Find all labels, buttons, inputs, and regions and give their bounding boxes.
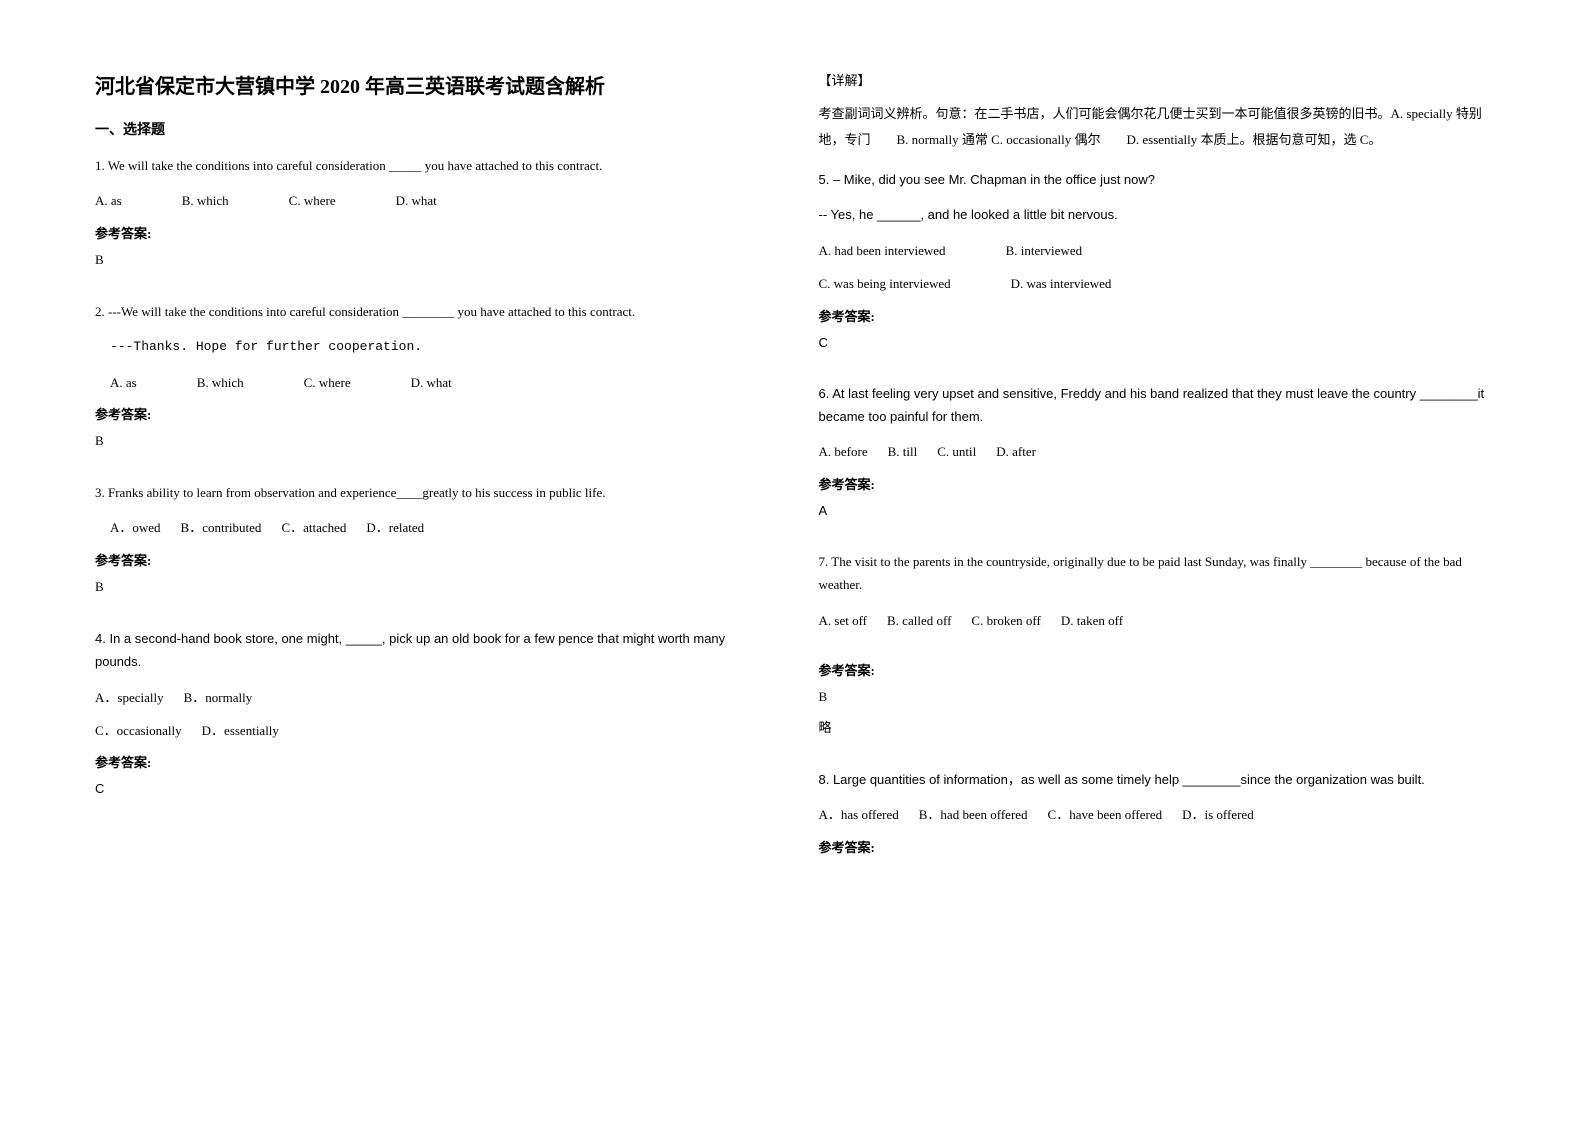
- option-b: B. called off: [887, 609, 951, 632]
- option-a: A. before: [819, 440, 868, 463]
- options-row: A．owed B．contributed C．attached D．relate…: [95, 516, 769, 539]
- left-column: 河北省保定市大营镇中学 2020 年高三英语联考试题含解析 一、选择题 1. W…: [95, 70, 769, 1052]
- answer-label: 参考答案:: [819, 837, 1493, 856]
- answer-value: B: [95, 433, 769, 449]
- options-row-2: C. was being interviewed D. was intervie…: [819, 272, 1493, 295]
- option-d: D．essentially: [202, 719, 279, 742]
- option-c: C．attached: [281, 516, 346, 539]
- option-d: D. after: [996, 440, 1036, 463]
- option-c: C. until: [937, 440, 976, 463]
- options-row: A. set off B. called off C. broken off D…: [819, 609, 1493, 632]
- option-c: C. where: [289, 189, 336, 212]
- question-2: 2. ---We will take the conditions into c…: [95, 300, 769, 461]
- question-3: 3. Franks ability to learn from observat…: [95, 481, 769, 607]
- option-d: D．is offered: [1182, 803, 1254, 826]
- answer-value: C: [95, 781, 769, 796]
- option-d: D. was interviewed: [1011, 272, 1112, 295]
- answer-value: B: [95, 579, 769, 595]
- answer-value: B: [95, 252, 769, 268]
- option-c: C. where: [304, 371, 351, 394]
- option-d: D. taken off: [1061, 609, 1123, 632]
- option-d: D．related: [366, 516, 424, 539]
- option-c: C. broken off: [971, 609, 1040, 632]
- option-c: C．have been offered: [1048, 803, 1163, 826]
- options-row: A. before B. till C. until D. after: [819, 440, 1493, 463]
- option-b: B. which: [182, 189, 229, 212]
- option-a: A．has offered: [819, 803, 899, 826]
- answer-label: 参考答案:: [95, 550, 769, 569]
- question-text: 5. – Mike, did you see Mr. Chapman in th…: [819, 168, 1493, 191]
- option-a: A．owed: [110, 516, 161, 539]
- answer-value: A: [819, 503, 1493, 518]
- option-a: A. had been interviewed: [819, 239, 946, 262]
- answer-label: 参考答案:: [819, 306, 1493, 325]
- option-d: D. what: [396, 189, 437, 212]
- option-a: A．specially: [95, 686, 164, 709]
- omit-label: 略: [819, 717, 1493, 736]
- section-header: 一、选择题: [95, 119, 769, 139]
- option-c: C．occasionally: [95, 719, 182, 742]
- question-text: 8. Large quantities of information，as we…: [819, 768, 1493, 791]
- explain-text: 考查副词词义辨析。句意：在二手书店，人们可能会偶尔花几便士买到一本可能值很多英镑…: [819, 101, 1493, 153]
- option-b: B. interviewed: [1006, 239, 1083, 262]
- options-row: A. as B. which C. where D. what: [95, 371, 769, 394]
- question-5: 5. – Mike, did you see Mr. Chapman in th…: [819, 168, 1493, 362]
- options-row-2: C．occasionally D．essentially: [95, 719, 769, 742]
- options-row: A. as B. which C. where D. what: [95, 189, 769, 212]
- option-a: A. as: [95, 189, 122, 212]
- option-b: B．normally: [184, 686, 253, 709]
- option-c: C. was being interviewed: [819, 272, 951, 295]
- question-text: 3. Franks ability to learn from observat…: [95, 481, 769, 504]
- answer-label: 参考答案:: [95, 223, 769, 242]
- page-title: 河北省保定市大营镇中学 2020 年高三英语联考试题含解析: [95, 70, 769, 99]
- option-b: B. which: [197, 371, 244, 394]
- right-column: 【详解】 考查副词词义辨析。句意：在二手书店，人们可能会偶尔花几便士买到一本可能…: [819, 70, 1493, 1052]
- spacer: [819, 642, 1493, 660]
- options-row: A．has offered B．had been offered C．have …: [819, 803, 1493, 826]
- question-text-2: -- Yes, he ______, and he looked a littl…: [819, 203, 1493, 226]
- answer-value: B: [819, 689, 1493, 705]
- question-text-2: ---Thanks. Hope for further cooperation.: [95, 335, 769, 358]
- question-text: 7. The visit to the parents in the count…: [819, 550, 1493, 597]
- answer-value: C: [819, 335, 1493, 350]
- question-4: 4. In a second-hand book store, one migh…: [95, 627, 769, 809]
- answer-label: 参考答案:: [819, 474, 1493, 493]
- question-text: 2. ---We will take the conditions into c…: [95, 300, 769, 323]
- answer-label: 参考答案:: [95, 752, 769, 771]
- explain-label: 【详解】: [819, 70, 1493, 89]
- answer-label: 参考答案:: [819, 660, 1493, 679]
- question-8: 8. Large quantities of information，as we…: [819, 768, 1493, 866]
- option-d: D. what: [411, 371, 452, 394]
- option-b: B．contributed: [181, 516, 262, 539]
- option-b: B. till: [888, 440, 918, 463]
- options-row-1: A．specially B．normally: [95, 686, 769, 709]
- answer-label: 参考答案:: [95, 404, 769, 423]
- options-row-1: A. had been interviewed B. interviewed: [819, 239, 1493, 262]
- option-a: A. as: [110, 371, 137, 394]
- question-6: 6. At last feeling very upset and sensit…: [819, 382, 1493, 530]
- question-text: 6. At last feeling very upset and sensit…: [819, 382, 1493, 429]
- question-text: 1. We will take the conditions into care…: [95, 154, 769, 177]
- question-1: 1. We will take the conditions into care…: [95, 154, 769, 280]
- question-text: 4. In a second-hand book store, one migh…: [95, 627, 769, 674]
- question-7: 7. The visit to the parents in the count…: [819, 550, 1493, 748]
- option-b: B．had been offered: [919, 803, 1028, 826]
- option-a: A. set off: [819, 609, 868, 632]
